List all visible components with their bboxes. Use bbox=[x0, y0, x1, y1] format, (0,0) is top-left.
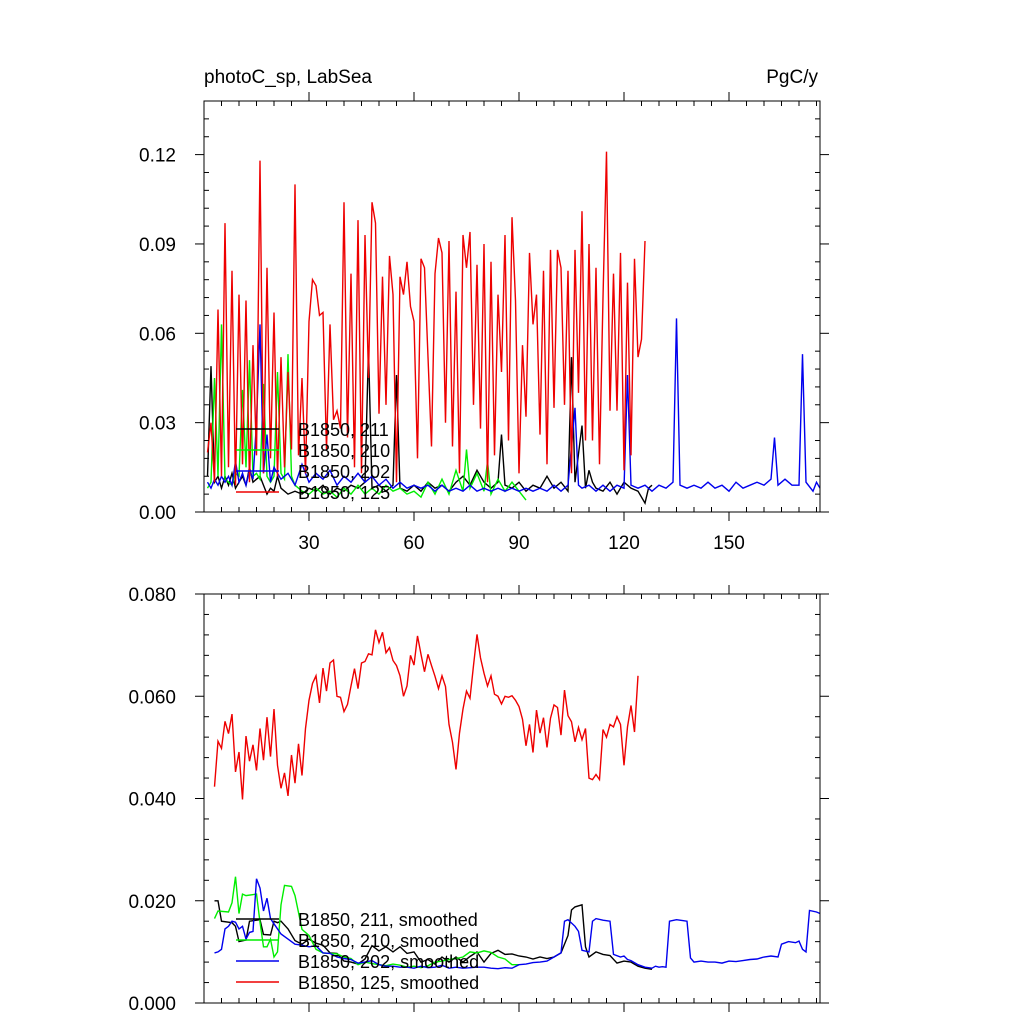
title-right: PgC/y bbox=[766, 67, 818, 88]
y-tick-label: 0.00 bbox=[139, 503, 176, 524]
legend-label: B1850, 210 bbox=[298, 441, 390, 461]
x-tick-label: 90 bbox=[508, 533, 529, 554]
y-tick-label: 0.020 bbox=[128, 892, 176, 913]
bottom-panel: 0.000 0.020 0.040 0.060 0.080 B1850, 211, smo… bbox=[128, 585, 829, 1015]
y-tick-label: 0.03 bbox=[139, 414, 176, 435]
y-tick-label: 0.080 bbox=[128, 585, 176, 606]
title-left: photoC_sp, LabSea bbox=[204, 67, 372, 88]
series-line-1 bbox=[206, 324, 527, 501]
top-panel: 30 60 90 120 150 0.00 0.03 0.06 0.09 0.12 B1850, 2… bbox=[139, 92, 829, 554]
series-line-0 bbox=[206, 348, 653, 505]
x-tick-label: 120 bbox=[608, 533, 640, 554]
series-line-3 bbox=[206, 151, 646, 486]
y-tick-label: 0.09 bbox=[139, 235, 176, 256]
y-tick-label: 0.040 bbox=[128, 790, 176, 811]
series-line-0 bbox=[214, 900, 653, 970]
series-line-3 bbox=[213, 629, 639, 800]
x-tick-label: 60 bbox=[403, 533, 424, 554]
y-tick-label: 0.000 bbox=[128, 994, 176, 1015]
series-line-2 bbox=[214, 878, 821, 970]
legend-label: B1850, 125 bbox=[298, 483, 390, 503]
y-tick-label: 0.06 bbox=[139, 324, 176, 345]
legend-label: B1850, 202 bbox=[298, 462, 390, 482]
plot-frame bbox=[203, 100, 821, 513]
legend-label: B1850, 202, smoothed bbox=[298, 952, 479, 972]
y-tick-label: 0.12 bbox=[139, 146, 176, 167]
legend-label: B1850, 211 bbox=[298, 420, 389, 440]
series-line-1 bbox=[213, 876, 519, 969]
series-line-2 bbox=[206, 318, 821, 493]
legend-label: B1850, 210, smoothed bbox=[298, 931, 479, 951]
x-tick-label: 150 bbox=[713, 533, 745, 554]
legend-label: B1850, 211, smoothed bbox=[298, 910, 478, 930]
x-tick-label: 30 bbox=[298, 533, 319, 554]
y-tick-label: 0.060 bbox=[128, 687, 176, 708]
legend-label: B1850, 125, smoothed bbox=[298, 973, 479, 993]
